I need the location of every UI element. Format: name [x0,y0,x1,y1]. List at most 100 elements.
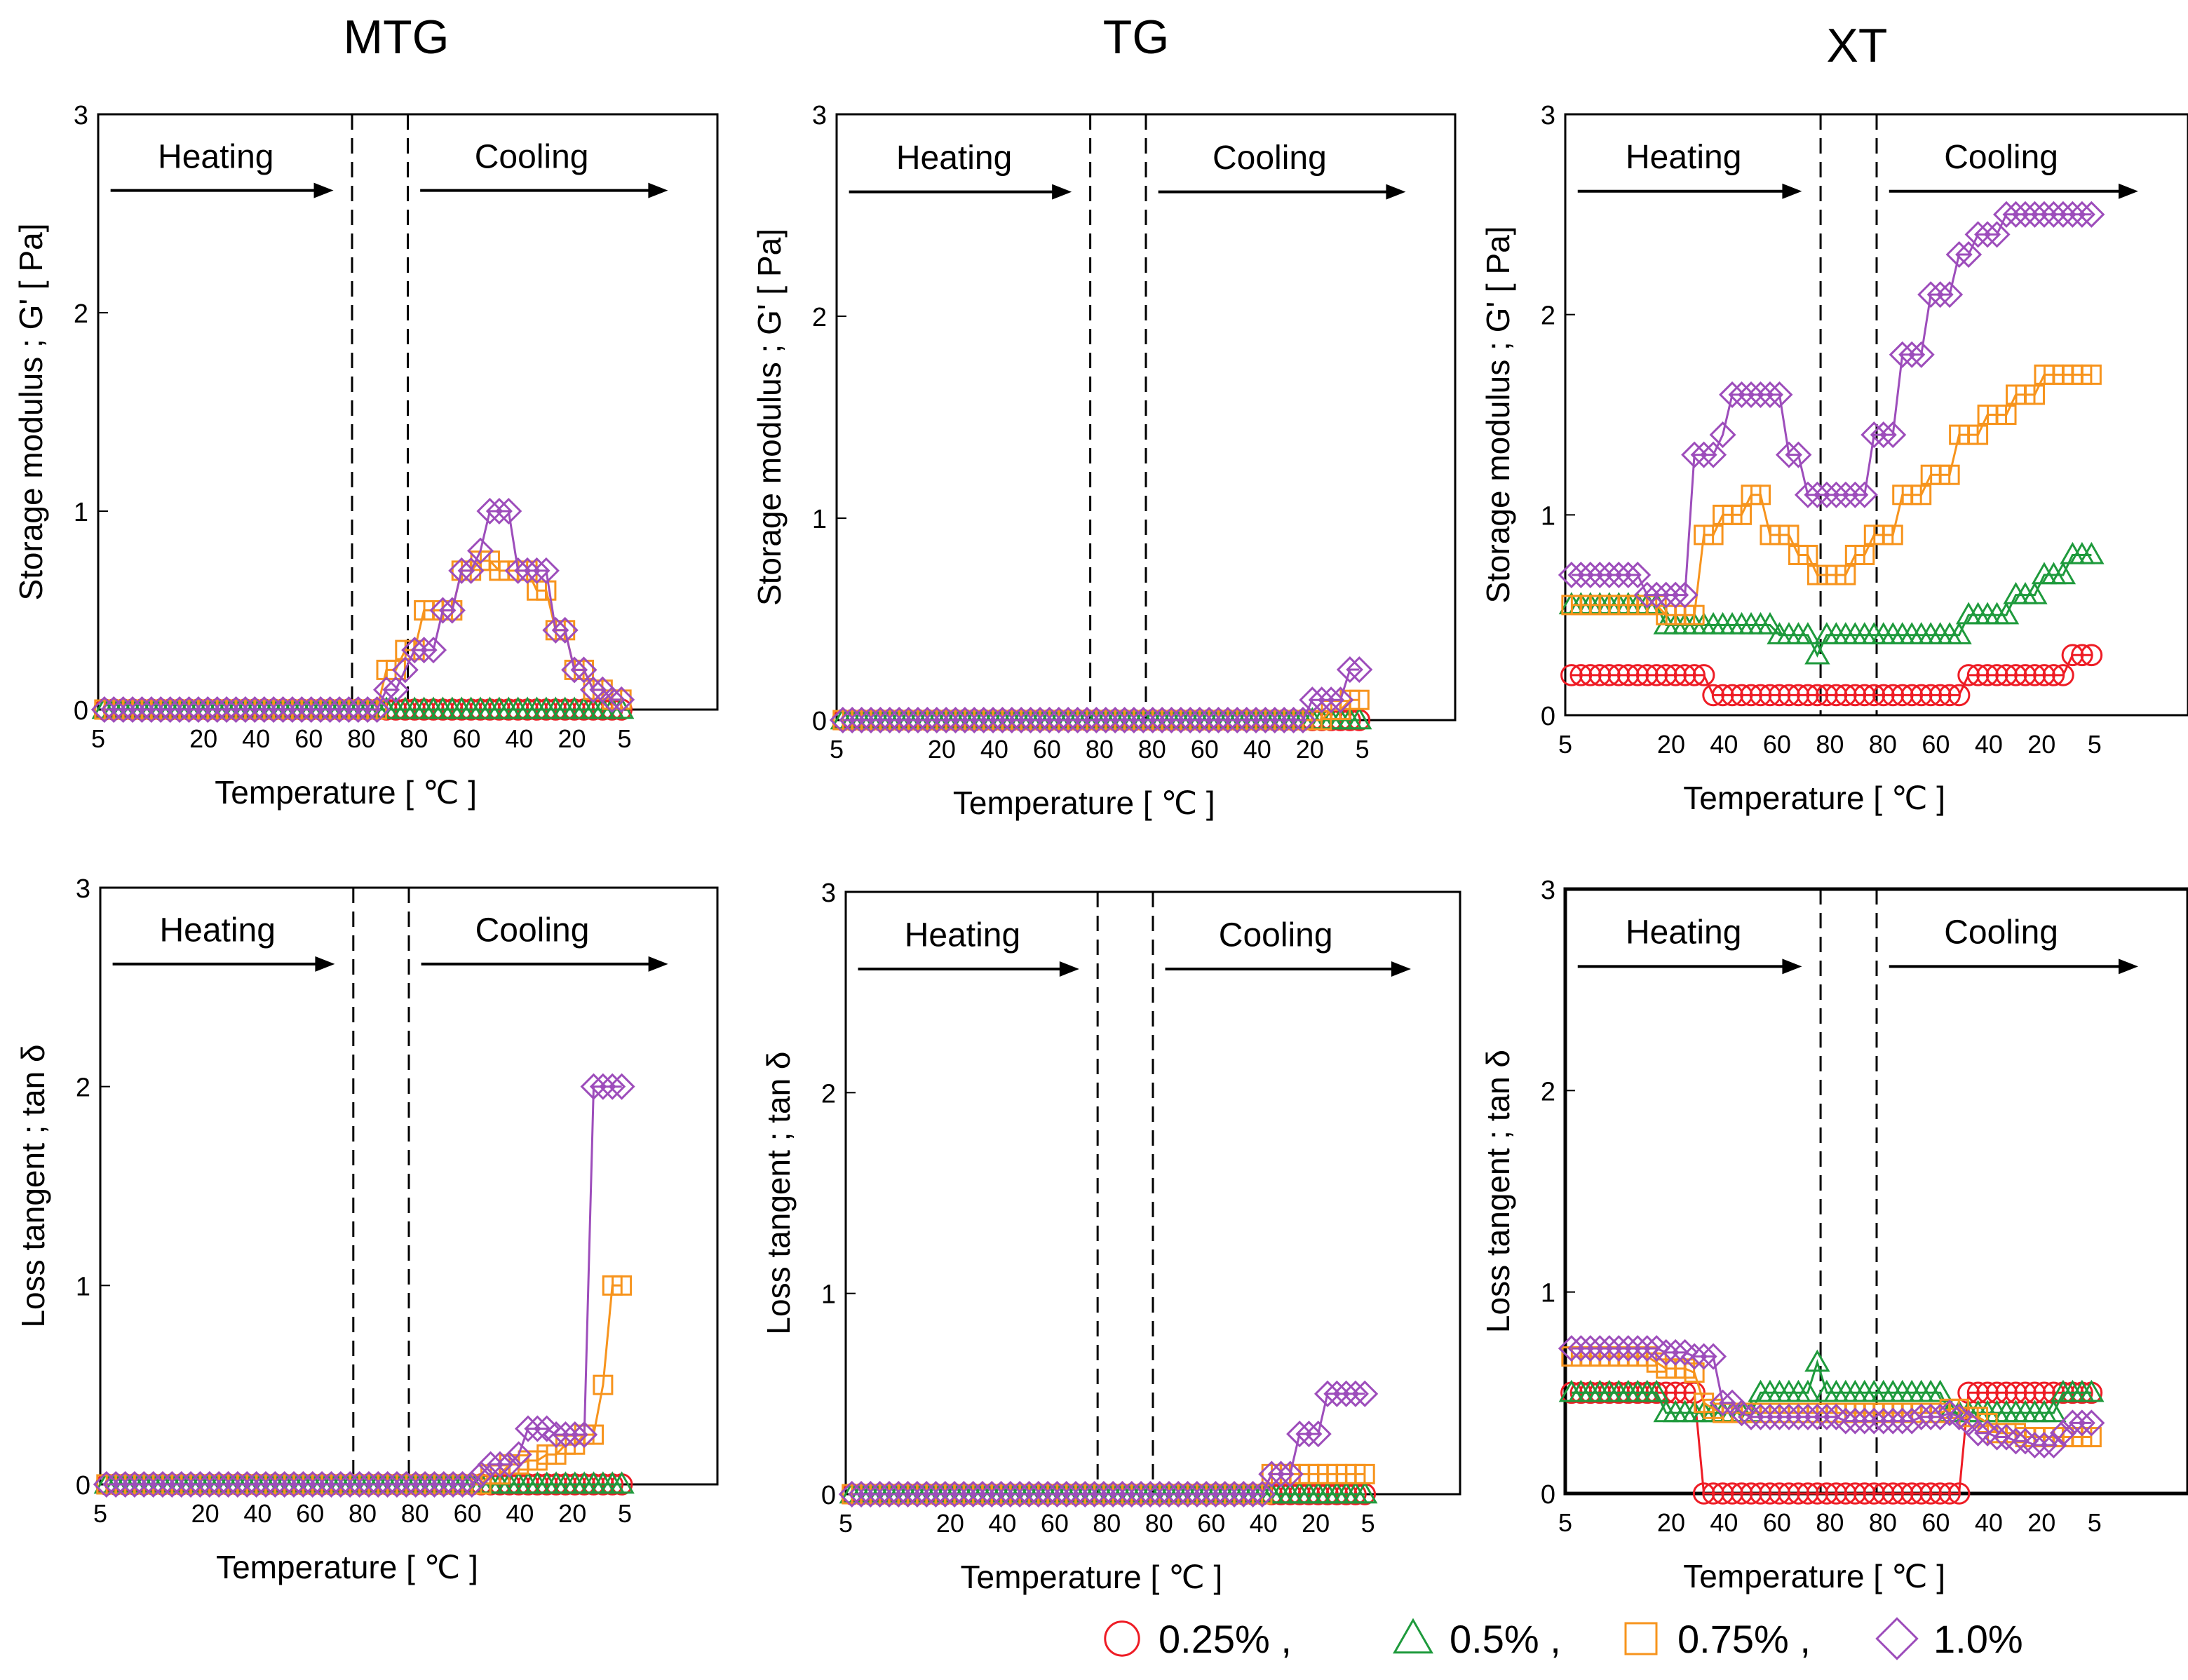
data-point [1870,1407,1897,1435]
data-point [391,656,419,684]
cooling-label: Cooling [1944,914,2058,951]
data-point [372,676,400,703]
data-point [1993,602,2020,625]
data-point [1711,1482,1734,1505]
series-line [104,510,622,711]
data-point [589,1073,616,1100]
data-point [1690,1343,1717,1370]
data-point [1797,684,1819,707]
data-point [2081,364,2102,385]
data-point [1579,664,1602,686]
data-point [1900,1482,1924,1505]
heating-label: Heating [1626,914,1741,951]
data-point [1756,1403,1784,1430]
data-point [496,1451,523,1478]
x-tick-label: 80 [401,1499,429,1528]
data-point [1882,524,1903,546]
data-point [1778,524,1799,546]
panel-xt-storage: XT 0 1 2 3 5 20 40 60 80 80 60 40 20 5 Temperature [ ℃ … [1480,19,2188,816]
data-point [1352,1481,1378,1504]
data-point [2022,581,2048,604]
data-point [1635,664,1659,686]
data-point [1684,604,1705,625]
data-point [1719,381,1746,408]
data-point [1186,706,1213,734]
data-point [2071,644,2093,667]
data-point [1813,481,1840,508]
data-point [1569,664,1593,686]
data-point [1567,1335,1595,1362]
data-point [440,1470,467,1498]
x-tick-label: 60 [1197,1509,1225,1538]
data-point [1844,1482,1867,1505]
legend-label: 0.5% , [1450,1617,1561,1661]
data-point [1911,485,1932,506]
data-point [1898,341,1926,368]
data-point [243,1470,270,1498]
x-tick-label: 40 [1975,730,2003,759]
y-tick-label: 1 [821,1280,836,1310]
x-tick-label: 40 [505,724,533,753]
x-tick-label: 40 [242,724,270,753]
data-point [914,706,941,734]
data-point [1766,1403,1793,1430]
data-point [102,1470,130,1498]
data-point [1870,421,1897,449]
data-point [1957,664,1980,686]
data-point [1993,1423,2020,1451]
data-point [1872,1482,1895,1505]
heating-arrow-head [1052,184,1072,200]
data-point [420,637,447,664]
x-tick-label: 20 [558,1499,586,1528]
data-point [1643,581,1670,609]
data-point [2002,1428,2030,1455]
data-point [1804,1403,1831,1430]
data-point [1261,706,1288,734]
data-point [1633,1335,1661,1362]
data-point [1233,706,1260,734]
data-point [1073,706,1100,734]
panel-mtg-storage: MTG 0 1 2 3 5 20 40 60 80 80 60 40 20 5 Temperature [ ℃… [13,11,719,811]
y-tick-label: 1 [76,1272,90,1301]
data-point [580,1073,607,1100]
data-point [2061,644,2084,667]
x-tick-label: 60 [1922,1508,1950,1537]
data-point [1835,684,1857,707]
data-point [1652,581,1680,609]
x-tick-label: 5 [1361,1509,1375,1538]
data-point [978,1480,1006,1508]
data-point [2078,201,2105,228]
y-tick-label: 2 [74,299,88,329]
data-point [1842,1407,1869,1435]
data-point [1662,581,1689,609]
x-tick-label: 60 [1922,730,1950,759]
data-point [1983,221,2011,248]
data-point [1700,1343,1727,1370]
x-tick-label: 40 [988,1509,1016,1538]
data-point [168,1470,195,1498]
x-tick-label: 5 [93,1499,107,1528]
heating-label: Heating [1626,139,1741,176]
data-point [299,1470,326,1498]
data-point [1964,1419,1992,1447]
x-tick-label: 20 [2027,1508,2055,1537]
data-point [2021,201,2048,228]
data-point [1804,642,1830,665]
data-point [1332,1380,1360,1407]
data-point [1196,706,1223,734]
cooling-label: Cooling [1213,140,1327,177]
data-point [1006,1480,1034,1508]
data-point [1045,706,1072,734]
x-tick-label: 5 [91,724,105,753]
data-point [1766,381,1793,408]
data-point [1595,1335,1623,1362]
heating-arrow-head [315,956,335,972]
x-tick-label: 80 [349,1499,377,1528]
data-point [1730,684,1753,707]
data-point [224,1470,251,1498]
data-point [2040,1432,2067,1459]
data-point [866,1480,893,1508]
legend-label: 1.0% [1933,1617,2023,1661]
data-point [1947,1482,1971,1505]
data-point [1823,481,1850,508]
